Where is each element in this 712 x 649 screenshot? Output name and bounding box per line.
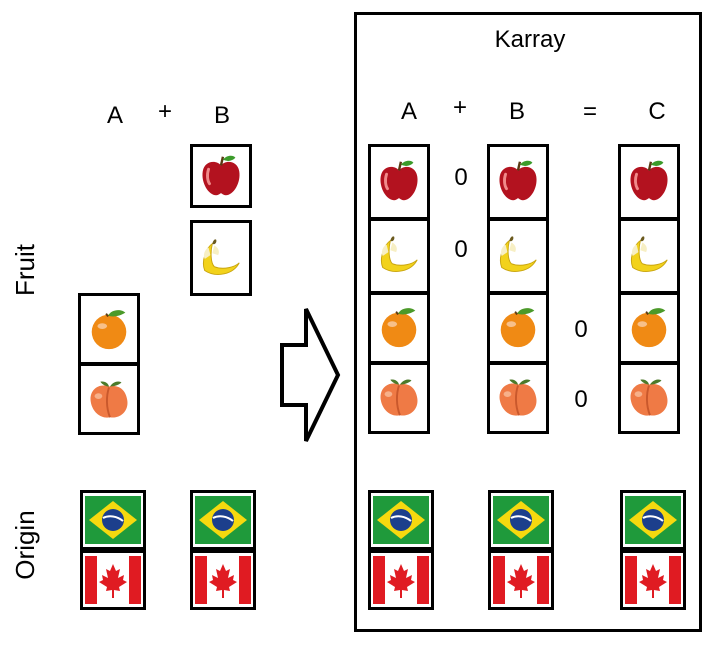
karray-header-c: C — [648, 98, 666, 125]
apple-icon — [375, 156, 423, 206]
karray-header-eq: = — [582, 98, 597, 125]
brazil-flag-icon — [373, 496, 429, 544]
karray-b-origin-canada-cell — [488, 550, 554, 610]
karray-b-apple-cell — [487, 144, 549, 220]
canada-flag-icon — [625, 556, 681, 604]
karray-panel — [354, 12, 702, 632]
apple-icon — [197, 151, 245, 201]
canada-flag-icon — [493, 556, 549, 604]
brazil-flag-icon — [493, 496, 549, 544]
karray-a-fill-zero: 0 — [454, 236, 468, 263]
karray-b-fill-zero: 0 — [574, 386, 588, 413]
canada-flag-icon — [85, 556, 141, 604]
brazil-flag-icon — [195, 496, 251, 544]
karray-c-peach-cell — [618, 362, 680, 434]
left-b-origin-brazil-cell — [190, 490, 256, 550]
origin-row-label: Origin — [10, 510, 40, 580]
canada-flag-icon — [373, 556, 429, 604]
apple-icon — [494, 156, 542, 206]
orange-icon — [494, 302, 542, 352]
banana-icon — [375, 230, 423, 280]
karray-c-apple-cell — [618, 144, 680, 220]
brazil-flag-icon — [625, 496, 681, 544]
banana-icon — [494, 230, 542, 280]
left-b-origin-canada-cell — [190, 550, 256, 610]
karray-b-origin-brazil-cell — [488, 490, 554, 550]
orange-icon — [85, 304, 133, 354]
karray-title: Karray — [494, 26, 566, 53]
apple-icon — [625, 156, 673, 206]
left-header-plus: + — [157, 98, 172, 125]
peach-icon — [85, 374, 133, 424]
karray-a-apple-cell — [368, 144, 430, 220]
karray-b-orange-cell — [487, 292, 549, 364]
peach-icon — [625, 372, 673, 422]
banana-icon — [197, 233, 245, 283]
karray-b-fill-zero: 0 — [574, 316, 588, 343]
karray-c-orange-cell — [618, 292, 680, 364]
karray-a-peach-cell — [368, 362, 430, 434]
orange-icon — [375, 302, 423, 352]
transform-arrow-icon — [280, 308, 341, 442]
left-b-fruit-apple-cell — [190, 144, 252, 208]
karray-a-banana-cell — [368, 218, 430, 294]
left-header-b: B — [213, 102, 230, 129]
orange-icon — [625, 302, 673, 352]
left-header-a: A — [106, 102, 123, 129]
karray-header-a: A — [400, 98, 417, 125]
left-b-fruit-banana-cell — [190, 220, 252, 296]
banana-icon — [625, 230, 673, 280]
karray-c-banana-cell — [618, 218, 680, 294]
karray-a-origin-brazil-cell — [368, 490, 434, 550]
brazil-flag-icon — [85, 496, 141, 544]
left-a-origin-canada-cell — [80, 550, 146, 610]
karray-b-peach-cell — [487, 362, 549, 434]
left-a-fruit-peach-cell — [78, 363, 140, 435]
fruit-row-label: Fruit — [10, 244, 40, 296]
karray-a-fill-zero: 0 — [454, 164, 468, 191]
canada-flag-icon — [195, 556, 251, 604]
karray-header-b: B — [508, 98, 525, 125]
karray-header-plus: + — [452, 94, 467, 121]
karray-c-origin-canada-cell — [620, 550, 686, 610]
karray-a-orange-cell — [368, 292, 430, 364]
peach-icon — [375, 372, 423, 422]
peach-icon — [494, 372, 542, 422]
left-a-fruit-orange-cell — [78, 293, 140, 365]
karray-c-origin-brazil-cell — [620, 490, 686, 550]
karray-a-origin-canada-cell — [368, 550, 434, 610]
left-a-origin-brazil-cell — [80, 490, 146, 550]
karray-b-banana-cell — [487, 218, 549, 294]
